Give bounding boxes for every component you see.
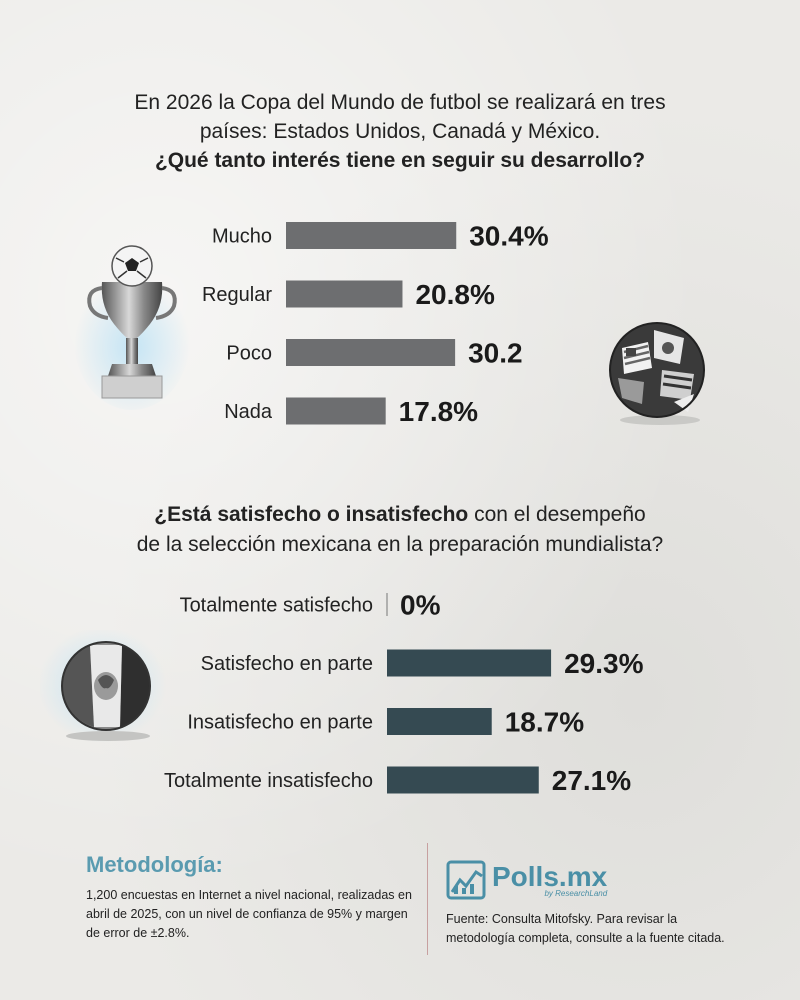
question-1-line-1: En 2026 la Copa del Mundo de futbol se r… <box>134 91 666 114</box>
footer-divider <box>427 843 428 955</box>
question-1-line-2: países: Estados Unidos, Canadá y México. <box>199 120 601 143</box>
brand-sub: by ResearchLand <box>544 888 608 898</box>
value-label: 0% <box>400 590 441 621</box>
category-label: Regular <box>202 284 272 306</box>
value-label: 18.7% <box>505 707 584 738</box>
question-2-bold: ¿Está satisfecho o insatisfecho <box>154 503 469 526</box>
polls-logo-icon <box>446 860 486 900</box>
category-label: Totalmente insatisfecho <box>164 770 373 792</box>
category-label: Insatisfecho en parte <box>187 712 373 734</box>
question-1-line-3: ¿Qué tanto interés tiene en seguir su de… <box>154 149 646 172</box>
value-label: 29.3% <box>564 648 643 679</box>
mexico-ball-icon <box>40 630 166 743</box>
bar <box>387 766 539 794</box>
brand-name: Polls.mx <box>492 860 608 892</box>
bar <box>387 649 552 677</box>
question-2: ¿Está satisfecho o insatisfecho con el d… <box>0 500 800 560</box>
chart-interest: Mucho 30.4% Regular 20.8% Poco 30.2 Nada 17.8% <box>202 221 549 428</box>
question-2-line-2: de la selección mexicana en la preparaci… <box>136 533 664 556</box>
chart-satisfaction: Totalmente satisfecho 0% Satisfecho en par… <box>164 590 644 797</box>
bar <box>286 339 456 366</box>
source-text: Fuente: Consulta Mitofsky. Para revisar … <box>446 912 725 945</box>
methodology-title: Metodología: <box>86 852 223 877</box>
value-label: 20.8% <box>415 279 494 310</box>
value-label: 30.2 <box>468 338 523 369</box>
bar <box>286 222 457 249</box>
methodology: Metodología: 1,200 encuestas en Internet… <box>86 852 416 943</box>
brand: Polls.mx by ResearchLand <box>446 856 746 904</box>
category-label: Mucho <box>212 226 272 248</box>
question-1: En 2026 la Copa del Mundo de futbol se r… <box>0 88 800 175</box>
category-label: Nada <box>224 401 273 423</box>
category-label: Poco <box>226 343 272 365</box>
question-2-rest: con el desempeño <box>468 503 646 526</box>
value-label: 27.1% <box>552 765 631 796</box>
trophy-icon <box>74 245 190 410</box>
bar <box>387 708 492 735</box>
question-2-line-1: ¿Está satisfecho o insatisfecho con el d… <box>0 500 800 530</box>
flags-ball-icon <box>609 322 705 425</box>
source-block: Polls.mx by ResearchLand Fuente: Consult… <box>446 856 746 948</box>
bar <box>286 280 403 308</box>
category-label: Satisfecho en parte <box>201 653 373 675</box>
methodology-text: 1,200 encuestas en Internet a nivel naci… <box>86 888 412 940</box>
value-label: 30.4% <box>469 221 548 252</box>
bar <box>286 397 386 425</box>
value-label: 17.8% <box>399 396 478 427</box>
brand-text: Polls.mx by ResearchLand <box>492 860 608 898</box>
category-label: Totalmente satisfecho <box>180 595 373 617</box>
